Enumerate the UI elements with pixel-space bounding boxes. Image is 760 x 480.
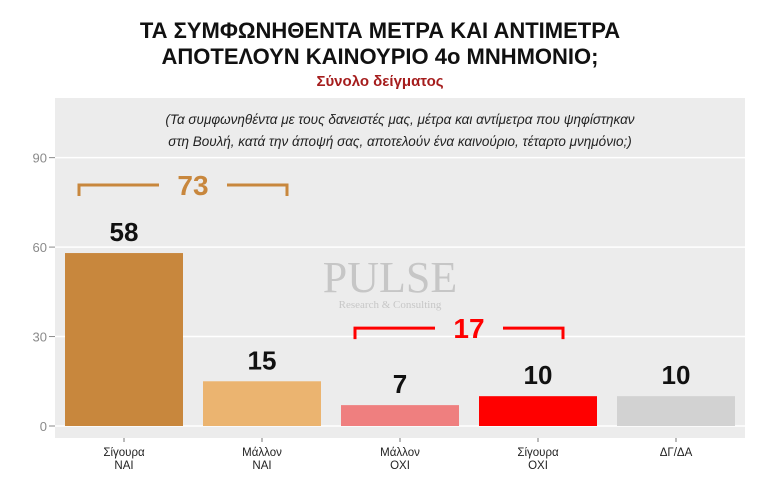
bar-value-label: 15 <box>248 345 277 375</box>
group-bracket-left <box>77 183 159 197</box>
x-category-label: ΟΧΙ <box>390 460 410 472</box>
bar-value-label: 7 <box>393 369 407 399</box>
chart-subtitle: Σύνολο δείγματος <box>316 73 444 90</box>
group-bracket-left <box>353 326 435 340</box>
bar-value-label: 10 <box>524 360 553 390</box>
x-category-label: Μάλλον <box>242 447 282 459</box>
watermark-tagline: Research & Consulting <box>339 299 442 311</box>
bar <box>203 381 321 426</box>
watermark-name: PULSE <box>323 253 457 302</box>
bar <box>341 405 459 426</box>
group-bracket-right <box>503 326 565 340</box>
y-tick-label: 30 <box>33 330 47 345</box>
x-category-label: Σίγουρα <box>517 447 559 459</box>
x-category-label: ΝΑΙ <box>114 460 133 472</box>
question-text-line1: (Τα συμφωνηθέντα με τους δανειστές μας, … <box>165 112 635 127</box>
y-axis-ticks: 0 30 60 90 <box>33 151 55 434</box>
bar <box>617 396 735 426</box>
group-brackets: 73 17 <box>77 170 565 344</box>
y-tick-label: 0 <box>40 419 47 434</box>
bar <box>65 253 183 426</box>
x-category-label: Σίγουρα <box>103 447 145 459</box>
bar-value-label: 58 <box>110 217 139 247</box>
pulse-watermark: PULSE Research & Consulting <box>323 253 457 311</box>
x-category-label: ΔΓ/ΔΑ <box>660 447 693 459</box>
chart-title-line1: ΤΑ ΣΥΜΦΩΝΗΘΕΝΤΑ ΜΕΤΡΑ ΚΑΙ ΑΝΤΙΜΕΤΡΑ <box>139 18 621 43</box>
group-total-label: 73 <box>177 170 208 201</box>
chart-title-line2: ΑΠΟΤΕΛΟΥΝ ΚΑΙΝΟΥΡΙΟ 4ο ΜΝΗΜΟΝΙΟ; <box>161 44 599 69</box>
x-category-label: ΟΧΙ <box>528 460 548 472</box>
value-labels: 58 15 7 10 10 <box>110 217 691 399</box>
x-category-label: ΝΑΙ <box>252 460 271 472</box>
bars <box>65 253 735 426</box>
question-text-line2: στη Βουλή, κατά την άποψή σας, αποτελούν… <box>168 134 632 149</box>
y-tick-label: 90 <box>33 151 47 166</box>
x-category-label: Μάλλον <box>380 447 420 459</box>
y-tick-label: 60 <box>33 240 47 255</box>
group-total-label: 17 <box>453 313 484 344</box>
bar-value-label: 10 <box>662 360 691 390</box>
x-axis-labels: ΣίγουραΝΑΙΜάλλονΝΑΙΜάλλονΟΧΙΣίγουραΟΧΙΔΓ… <box>103 438 693 472</box>
bar <box>479 396 597 426</box>
group-bracket-right <box>227 183 289 197</box>
